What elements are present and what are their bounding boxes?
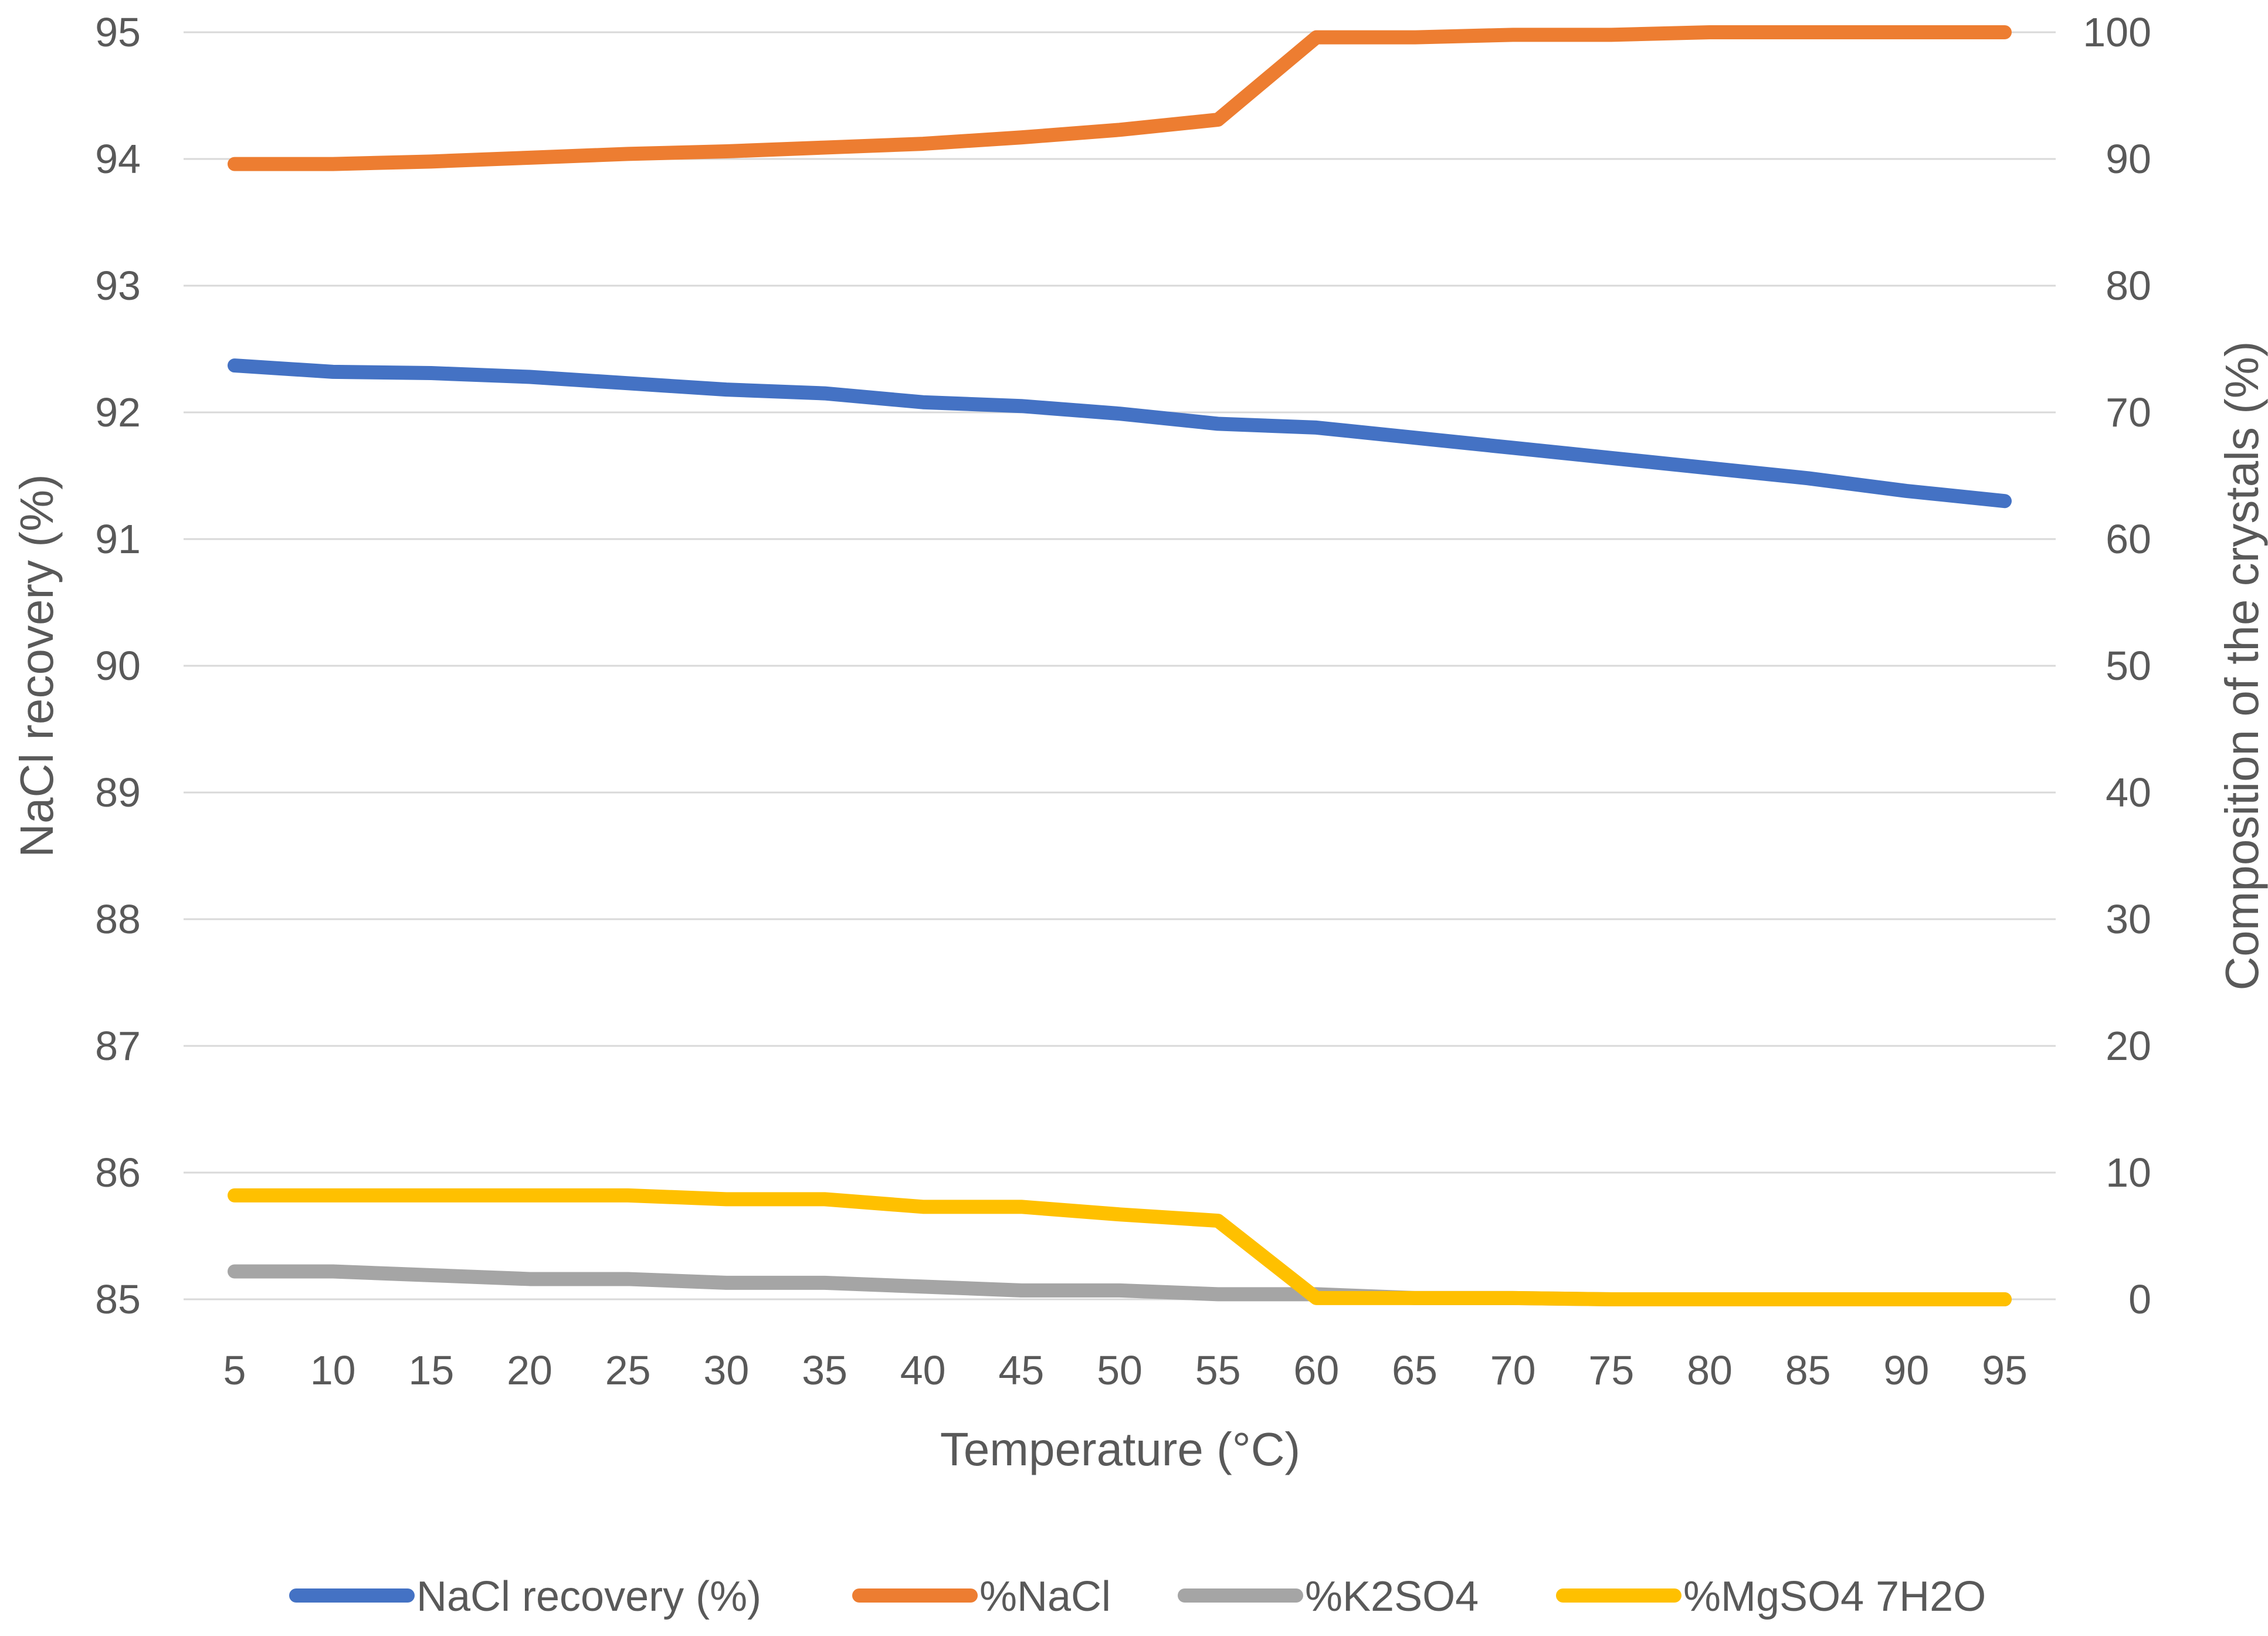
right-tick-label: 0 xyxy=(2128,1276,2151,1322)
left-tick-label: 95 xyxy=(95,9,141,55)
right-tick-label: 100 xyxy=(2083,9,2151,55)
x-tick-label: 85 xyxy=(1785,1347,1831,1393)
legend-label: %K2SO4 xyxy=(1305,1573,1479,1620)
x-tick-label: 90 xyxy=(1883,1347,1929,1393)
right-tick-label: 80 xyxy=(2106,263,2151,309)
x-tick-label: 35 xyxy=(802,1347,847,1393)
legend-label: %MgSO4 7H2O xyxy=(1683,1573,1986,1620)
x-tick-label: 55 xyxy=(1195,1347,1241,1393)
right-axis-tick-labels: 0 10 20 30 40 50 60 70 80 90 100 xyxy=(2083,9,2151,1322)
x-tick-label: 10 xyxy=(310,1347,356,1393)
left-tick-label: 93 xyxy=(95,263,141,309)
right-axis-title: Composition of the crystals (%) xyxy=(2216,341,2268,990)
left-tick-label: 88 xyxy=(95,896,141,942)
left-tick-label: 86 xyxy=(95,1150,141,1195)
series-line-nacl-recovery xyxy=(228,358,2012,509)
x-tick-label: 70 xyxy=(1490,1347,1536,1393)
left-axis-tick-labels: 85 86 87 88 89 90 91 92 93 94 95 xyxy=(95,9,141,1322)
legend: NaCl recovery (%) %NaCl %K2SO4 %MgSO4 7H2O xyxy=(289,1573,1986,1620)
right-tick-label: 70 xyxy=(2106,389,2151,435)
left-tick-label: 87 xyxy=(95,1023,141,1069)
x-tick-label: 65 xyxy=(1392,1347,1438,1393)
x-tick-label: 30 xyxy=(703,1347,749,1393)
x-tick-label: 60 xyxy=(1293,1347,1339,1393)
legend-label: NaCl recovery (%) xyxy=(416,1573,761,1620)
x-axis-title: Temperature (°C) xyxy=(940,1423,1300,1475)
x-tick-label: 45 xyxy=(998,1347,1044,1393)
x-tick-label: 5 xyxy=(223,1347,246,1393)
x-tick-label: 25 xyxy=(605,1347,651,1393)
series-line-nacl xyxy=(228,25,2012,171)
gridlines xyxy=(184,31,2056,1300)
x-tick-label: 15 xyxy=(408,1347,454,1393)
x-tick-label: 75 xyxy=(1588,1347,1634,1393)
right-tick-label: 60 xyxy=(2106,516,2151,562)
right-tick-label: 30 xyxy=(2106,896,2151,942)
left-tick-label: 94 xyxy=(95,136,141,182)
x-tick-label: 20 xyxy=(507,1347,552,1393)
left-tick-label: 85 xyxy=(95,1276,141,1322)
series-line-mgso4-7h2o xyxy=(228,1188,2012,1306)
left-axis-title: NaCl recovery (%) xyxy=(11,474,63,857)
right-tick-label: 40 xyxy=(2106,770,2151,815)
legend-label: %NaCl xyxy=(979,1573,1111,1620)
right-tick-label: 20 xyxy=(2106,1023,2151,1069)
left-tick-label: 89 xyxy=(95,770,141,815)
right-tick-label: 90 xyxy=(2106,136,2151,182)
x-tick-label: 40 xyxy=(900,1347,946,1393)
left-tick-label: 90 xyxy=(95,643,141,689)
right-tick-label: 50 xyxy=(2106,643,2151,689)
left-tick-label: 91 xyxy=(95,516,141,562)
x-tick-label: 95 xyxy=(1982,1347,2028,1393)
series-lines xyxy=(228,25,2012,1306)
left-tick-label: 92 xyxy=(95,389,141,435)
right-tick-label: 10 xyxy=(2106,1150,2151,1195)
x-tick-label: 80 xyxy=(1687,1347,1733,1393)
x-tick-label: 50 xyxy=(1097,1347,1143,1393)
x-axis-tick-labels: 5 10 15 20 25 30 35 40 45 50 55 60 65 70 75 80 85 90 95 xyxy=(223,1347,2028,1393)
